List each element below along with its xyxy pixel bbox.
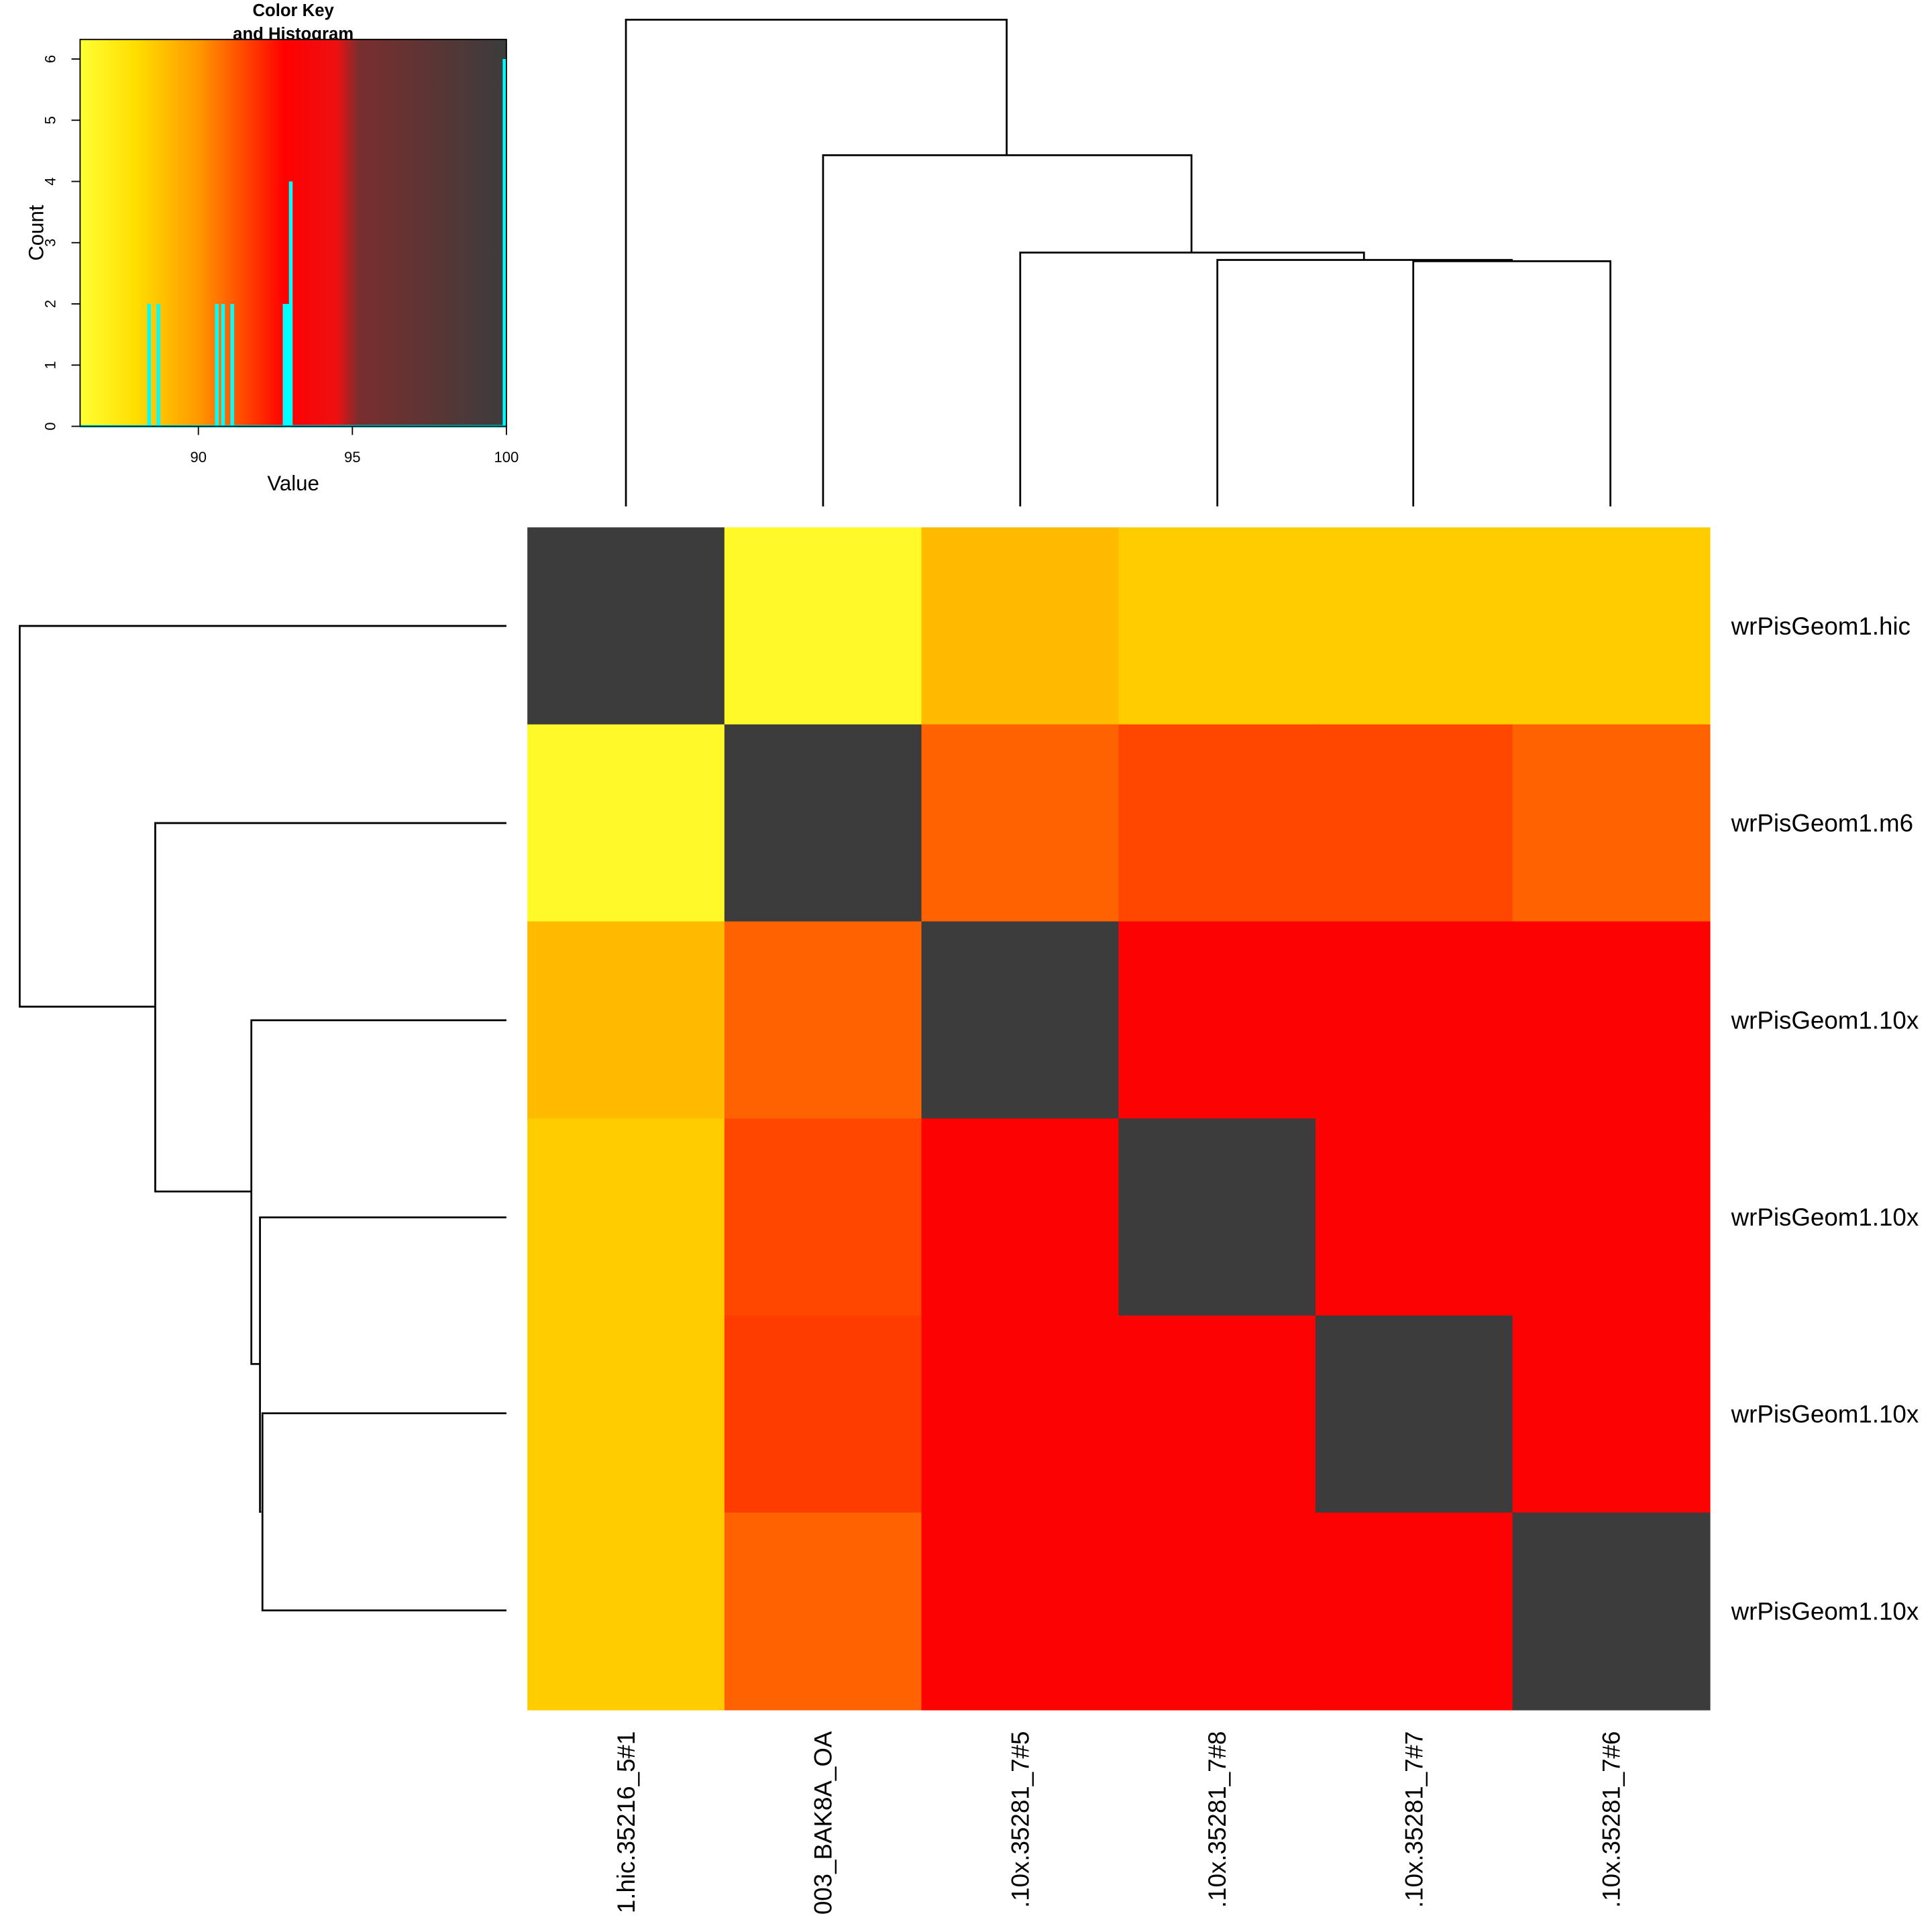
x-tick-label: 100 xyxy=(494,449,519,466)
heatmap-cell xyxy=(1316,1118,1513,1317)
row-label: wrPisGeom1.10x xyxy=(1731,1006,1919,1034)
row-label: wrPisGeom1.10x xyxy=(1731,1401,1919,1428)
color-key: Color Key and Histogram Value Count 90 95… xyxy=(24,1,519,495)
histogram-bar xyxy=(230,303,234,427)
heatmap-cell xyxy=(1316,1316,1513,1513)
heatmap-cell xyxy=(1512,921,1711,1120)
heatmap-cell xyxy=(724,527,922,725)
heatmap-cell xyxy=(1118,1316,1317,1513)
column-label: .10x.35281_7#5 xyxy=(1006,1731,1034,1908)
heatmap-cell xyxy=(527,1118,725,1317)
row-label: wrPisGeom1.10x xyxy=(1731,1203,1919,1231)
heatmap-cell xyxy=(1316,1512,1513,1711)
row-dendrogram xyxy=(19,625,506,1611)
heatmap-cell xyxy=(1512,1512,1711,1711)
histogram-bar xyxy=(288,181,293,427)
heatmap-cell xyxy=(1316,921,1513,1120)
heatmap-cell xyxy=(724,1316,922,1513)
y-tick-label: 2 xyxy=(42,300,59,308)
heatmap-cell xyxy=(921,1512,1120,1711)
y-tick-label: 6 xyxy=(42,55,59,63)
column-label: .10x.35281_7#7 xyxy=(1401,1731,1428,1908)
heatmap-cell xyxy=(527,527,725,725)
heatmap-cell xyxy=(1316,724,1513,922)
row-label: wrPisGeom1.hic xyxy=(1731,612,1911,640)
heatmap-cell xyxy=(1316,527,1513,725)
heatmap-cell xyxy=(921,921,1120,1120)
histogram-bar xyxy=(156,303,160,427)
x-tick-label: 95 xyxy=(344,449,361,466)
histogram-bar xyxy=(215,303,219,427)
heatmap-cell xyxy=(527,1316,725,1513)
heatmap-cell xyxy=(724,1512,922,1711)
row-label: wrPisGeom1.m6 xyxy=(1731,810,1913,837)
column-dendrogram xyxy=(625,19,1611,506)
heatmap-cell xyxy=(1118,1512,1317,1711)
heatmap-cell xyxy=(921,724,1120,922)
heatmap-cell xyxy=(1118,1118,1317,1317)
column-label: 003_BAK8A_OA xyxy=(810,1731,837,1915)
heatmap-cell xyxy=(1512,724,1711,922)
column-label: .10x.35281_7#8 xyxy=(1203,1731,1231,1908)
y-tick-label: 1 xyxy=(42,361,59,369)
heatmap-cell xyxy=(1118,921,1317,1120)
column-label: 1.hic.35216_5#1 xyxy=(612,1731,640,1914)
column-label: .10x.35281_7#6 xyxy=(1597,1731,1625,1908)
y-tick-label: 0 xyxy=(42,422,59,430)
heatmap-cell xyxy=(527,724,725,922)
histogram-bar xyxy=(286,303,290,427)
heatmap-cell xyxy=(921,1118,1120,1317)
row-label: wrPisGeom1.10x xyxy=(1731,1597,1919,1625)
key-frame xyxy=(79,38,507,427)
heatmap-cell xyxy=(1118,724,1317,922)
histogram-bar xyxy=(502,58,506,427)
color-key-gradient xyxy=(80,39,506,427)
y-tick-label: 5 xyxy=(42,116,59,124)
heatmap-cell xyxy=(527,921,725,1120)
histogram-bar xyxy=(221,303,225,427)
x-axis-label: Value xyxy=(267,472,319,495)
histogram-bar xyxy=(282,303,287,427)
heatmap-cell xyxy=(724,1118,922,1317)
heatmap-cell xyxy=(1512,527,1711,725)
y-tick-label: 4 xyxy=(42,177,59,185)
heatmap-cell xyxy=(724,724,922,922)
heatmap-cell xyxy=(724,921,922,1120)
histogram-bar xyxy=(147,303,151,427)
heatmap-cell xyxy=(1512,1316,1711,1513)
heatmap-cell xyxy=(921,527,1120,725)
key-title: Color Key xyxy=(252,1,334,20)
heatmap-cell xyxy=(1118,527,1317,725)
heatmap-cell xyxy=(921,1316,1120,1513)
heatmap-cell xyxy=(1512,1118,1711,1317)
heatmap-cell xyxy=(527,1512,725,1711)
y-tick-label: 3 xyxy=(42,239,59,247)
y-axis-label: Count xyxy=(24,205,48,261)
x-tick-label: 90 xyxy=(190,449,207,466)
